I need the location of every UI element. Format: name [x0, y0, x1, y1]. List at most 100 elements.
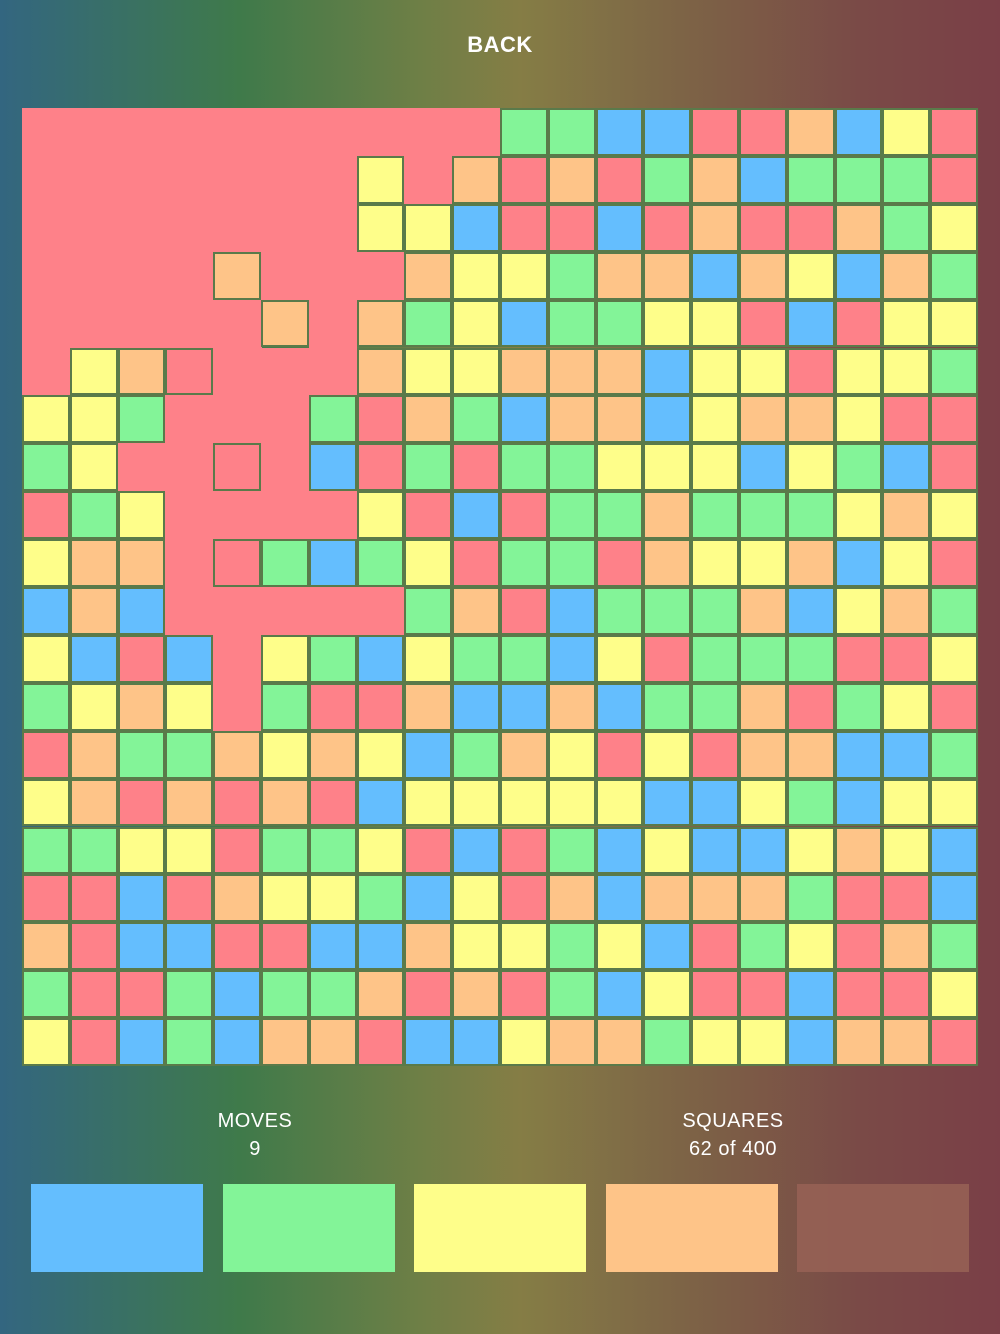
board-cell — [500, 682, 548, 731]
flooded-cell — [69, 203, 119, 253]
board-cell — [69, 922, 118, 971]
board-cell — [834, 347, 883, 396]
board-cell — [452, 922, 500, 971]
board-cell — [643, 299, 692, 348]
board-cell — [404, 970, 453, 1019]
board-cell — [786, 587, 835, 635]
board-cell — [786, 491, 835, 540]
board-cell — [691, 539, 739, 587]
board-cell — [691, 1018, 739, 1066]
board-cell — [404, 682, 453, 731]
board-cell — [165, 682, 214, 731]
board-cell — [691, 826, 739, 875]
board-cell — [739, 395, 787, 444]
color-button-yellow[interactable] — [414, 1184, 586, 1272]
board-cell — [643, 922, 692, 971]
board-cell — [213, 539, 261, 587]
board-cell — [882, 108, 931, 156]
flooded-cell — [308, 251, 358, 301]
board-cell — [786, 108, 835, 156]
color-button-orange[interactable] — [605, 1184, 778, 1272]
board-cell — [547, 826, 596, 875]
board-cell — [930, 778, 978, 827]
board-cell — [500, 299, 548, 348]
board-cell — [595, 395, 644, 444]
flooded-cell — [165, 491, 214, 540]
board-cell — [739, 634, 787, 683]
board-cell — [643, 826, 692, 875]
board-cell — [404, 491, 453, 540]
board-cell — [117, 395, 166, 444]
color-button-red-disabled[interactable] — [797, 1184, 969, 1272]
board-cell — [930, 634, 978, 683]
flooded-cell — [69, 155, 119, 205]
board-cell — [882, 155, 931, 204]
flooded-cell — [69, 251, 119, 301]
board-cell — [213, 826, 261, 875]
flooded-cell — [308, 203, 358, 253]
board-cell — [308, 778, 357, 827]
flooded-cell — [165, 251, 214, 301]
board-cell — [739, 778, 787, 827]
board-cell — [308, 1018, 357, 1066]
flooded-cell — [165, 395, 214, 444]
board-cell — [882, 730, 931, 779]
board-cell — [595, 347, 644, 396]
flooded-cell — [261, 108, 310, 157]
board-cell — [834, 730, 883, 779]
flooded-cell — [165, 203, 214, 253]
board-cell — [691, 922, 739, 971]
board-cell — [547, 874, 596, 923]
board-cell — [547, 634, 596, 683]
flooded-cell — [165, 443, 214, 492]
board-cell — [691, 299, 739, 348]
flooded-cell — [261, 155, 310, 205]
flooded-cell — [117, 108, 166, 157]
board-cell — [834, 443, 883, 492]
board-cell — [500, 922, 548, 971]
board-cell — [500, 491, 548, 540]
board-cell — [691, 970, 739, 1019]
board-cell — [213, 922, 261, 971]
board-cell — [117, 826, 166, 875]
board-cell — [452, 251, 500, 300]
board-cell — [691, 443, 739, 492]
board-cell — [739, 108, 787, 156]
board-cell — [452, 443, 500, 492]
board-cell — [547, 395, 596, 444]
board-cell — [786, 634, 835, 683]
board-cell — [165, 826, 214, 875]
board-cell — [213, 970, 261, 1019]
color-button-blue[interactable] — [31, 1184, 203, 1272]
board-cell — [261, 634, 309, 683]
board-cell — [930, 587, 978, 635]
board-cell — [834, 108, 883, 156]
color-button-green[interactable] — [222, 1184, 395, 1272]
flooded-cell — [69, 108, 119, 157]
board-cell — [356, 922, 405, 971]
board-cell — [22, 778, 70, 827]
board-cell — [786, 778, 835, 827]
board-cell — [356, 682, 405, 731]
board-cell — [834, 970, 883, 1019]
board-cell — [930, 251, 978, 300]
board-cell — [500, 1018, 548, 1066]
board-cell — [834, 299, 883, 348]
back-button[interactable]: BACK — [467, 32, 533, 57]
board-cell — [739, 251, 787, 300]
flooded-cell — [117, 299, 166, 349]
flooded-cell — [452, 108, 501, 157]
board-cell — [739, 970, 787, 1019]
board-cell — [547, 682, 596, 731]
board-cell — [69, 539, 118, 587]
board-cell — [834, 395, 883, 444]
board-cell — [261, 299, 309, 348]
board-cell — [356, 970, 405, 1019]
board-cell — [452, 970, 500, 1019]
board-cell — [786, 539, 835, 587]
flooded-cell — [165, 539, 214, 588]
board-cell — [117, 587, 166, 635]
board-cell — [261, 922, 309, 971]
flooded-cell — [22, 347, 71, 396]
board-cell — [452, 1018, 500, 1066]
